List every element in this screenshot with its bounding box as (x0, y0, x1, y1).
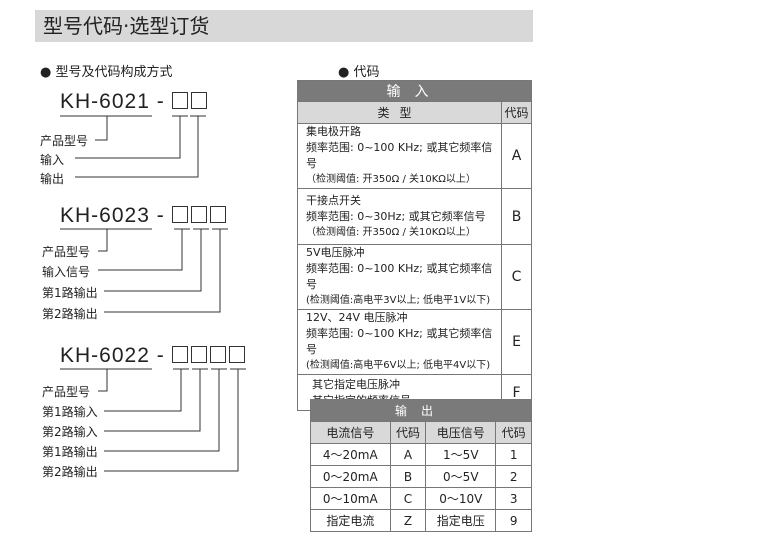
label: 输出 (40, 172, 65, 186)
input-table-title: 输入 (297, 80, 532, 102)
label: 第1路输出 (42, 445, 98, 459)
cell: 4～20mA (310, 443, 391, 466)
table-row: 0～20mA B 0～5V 2 (310, 465, 532, 488)
code-box (228, 346, 245, 363)
cell: 3 (495, 487, 532, 510)
code-box (171, 346, 188, 363)
type-name: 集电极开路 (306, 125, 361, 138)
label: 产品型号 (42, 385, 91, 399)
cell: 2 (495, 465, 532, 488)
cell: 1 (495, 443, 532, 466)
label: 第2路输出 (42, 465, 98, 479)
code-box (209, 206, 226, 223)
cell: 0～20mA (310, 465, 391, 488)
code-box (209, 346, 226, 363)
cell: 0～10V (425, 487, 497, 510)
label: 第1路输入 (42, 405, 98, 419)
code-box (190, 206, 207, 223)
label: 第2路输入 (42, 425, 98, 439)
threshold: （检测阈值: 开350Ω / 关10KΩ以上） (306, 174, 476, 185)
heading-text: 代码 (353, 65, 380, 80)
col-voltage: 电压信号 (425, 421, 497, 444)
table-row: 0～10mA C 0～10V 3 (310, 487, 532, 510)
output-code-table: 输出 电流信号 代码 电压信号 代码 4～20mA A 1～5V 1 0～20mA B 0～5V… (310, 399, 532, 532)
code: A (501, 123, 532, 189)
table-row: 指定电流 Z 指定电压 9 (310, 509, 532, 532)
label: 第1路输出 (42, 286, 98, 300)
model-code-6021: KH-6021 - (60, 90, 210, 114)
type-name: 其它指定电压脉冲 (312, 377, 400, 391)
col-code: 代码 (495, 421, 532, 444)
code-box (171, 92, 188, 109)
table-row: 12V、24V 电压脉冲频率范围: 0~100 KHz; 或其它频率信号 (检测阈… (297, 309, 532, 375)
cell: B (389, 465, 427, 488)
table-row: 4～20mA A 1～5V 1 (310, 443, 532, 466)
freq-range: 频率范围: 0~100 KHz; 或其它频率信号 (306, 141, 493, 170)
code: C (501, 244, 532, 310)
code-box (190, 346, 207, 363)
threshold: (检测阈值:高电平3V以上; 低电平1V以下) (306, 295, 491, 306)
code-heading: ● 代码 (338, 65, 380, 80)
model-name: KH-6021 (60, 90, 150, 113)
cell: 0～10mA (310, 487, 391, 510)
cell: 1～5V (425, 443, 497, 466)
cell: A (389, 443, 427, 466)
threshold: (检测阈值:高电平6V以上; 低电平4V以下) (306, 360, 491, 371)
type-name: 5V电压脉冲 (306, 246, 365, 259)
model-code-6022: KH-6022 - (60, 344, 248, 368)
label: 产品型号 (40, 134, 89, 148)
type-name: 12V、24V 电压脉冲 (306, 311, 408, 324)
page-title: 型号代码·选型订货 (35, 10, 533, 42)
model-name: KH-6023 (60, 204, 150, 227)
col-type: 类型 (297, 101, 502, 124)
code-box (171, 206, 188, 223)
code-box (190, 92, 207, 109)
label: 输入 (40, 153, 65, 167)
input-code-table: 输入 类型 代码 集电极开路频率范围: 0~100 KHz; 或其它频率信号 （检测… (297, 80, 532, 411)
table-row: 干接点开关频率范围: 0~30Hz; 或其它频率信号 （检测阈值: 开350Ω /… (297, 188, 532, 245)
model-name: KH-6022 (60, 344, 150, 367)
table-row: 5V电压脉冲频率范围: 0~100 KHz; 或其它频率信号 (检测阈值:高电平3… (297, 244, 532, 310)
model-code-6023: KH-6023 - (60, 204, 229, 228)
table-row: 集电极开路频率范围: 0~100 KHz; 或其它频率信号 （检测阈值: 开350… (297, 123, 532, 189)
heading-text: 型号及代码构成方式 (55, 65, 173, 80)
freq-range: 频率范围: 0~30Hz; 或其它频率信号 (306, 209, 486, 223)
connector-lines (60, 115, 246, 472)
type-name: 干接点开关 (306, 193, 361, 207)
cell: Z (389, 509, 427, 532)
col-code: 代码 (501, 101, 532, 124)
cell: 9 (495, 509, 532, 532)
col-current: 电流信号 (310, 421, 391, 444)
label: 产品型号 (42, 245, 91, 259)
code: B (501, 188, 532, 245)
label: 输入信号 (42, 265, 91, 279)
cell: 0～5V (425, 465, 497, 488)
label: 第2路输出 (42, 307, 98, 321)
col-code: 代码 (389, 421, 427, 444)
cell: 指定电流 (310, 509, 391, 532)
freq-range: 频率范围: 0~100 KHz; 或其它频率信号 (306, 327, 493, 356)
cell: 指定电压 (425, 509, 497, 532)
code: E (501, 309, 532, 375)
cell: C (389, 487, 427, 510)
output-table-title: 输出 (310, 399, 532, 422)
threshold: （检测阈值: 开350Ω / 关10KΩ以上） (306, 226, 476, 238)
model-structure-heading: ● 型号及代码构成方式 (40, 65, 173, 80)
freq-range: 频率范围: 0~100 KHz; 或其它频率信号 (306, 262, 493, 291)
